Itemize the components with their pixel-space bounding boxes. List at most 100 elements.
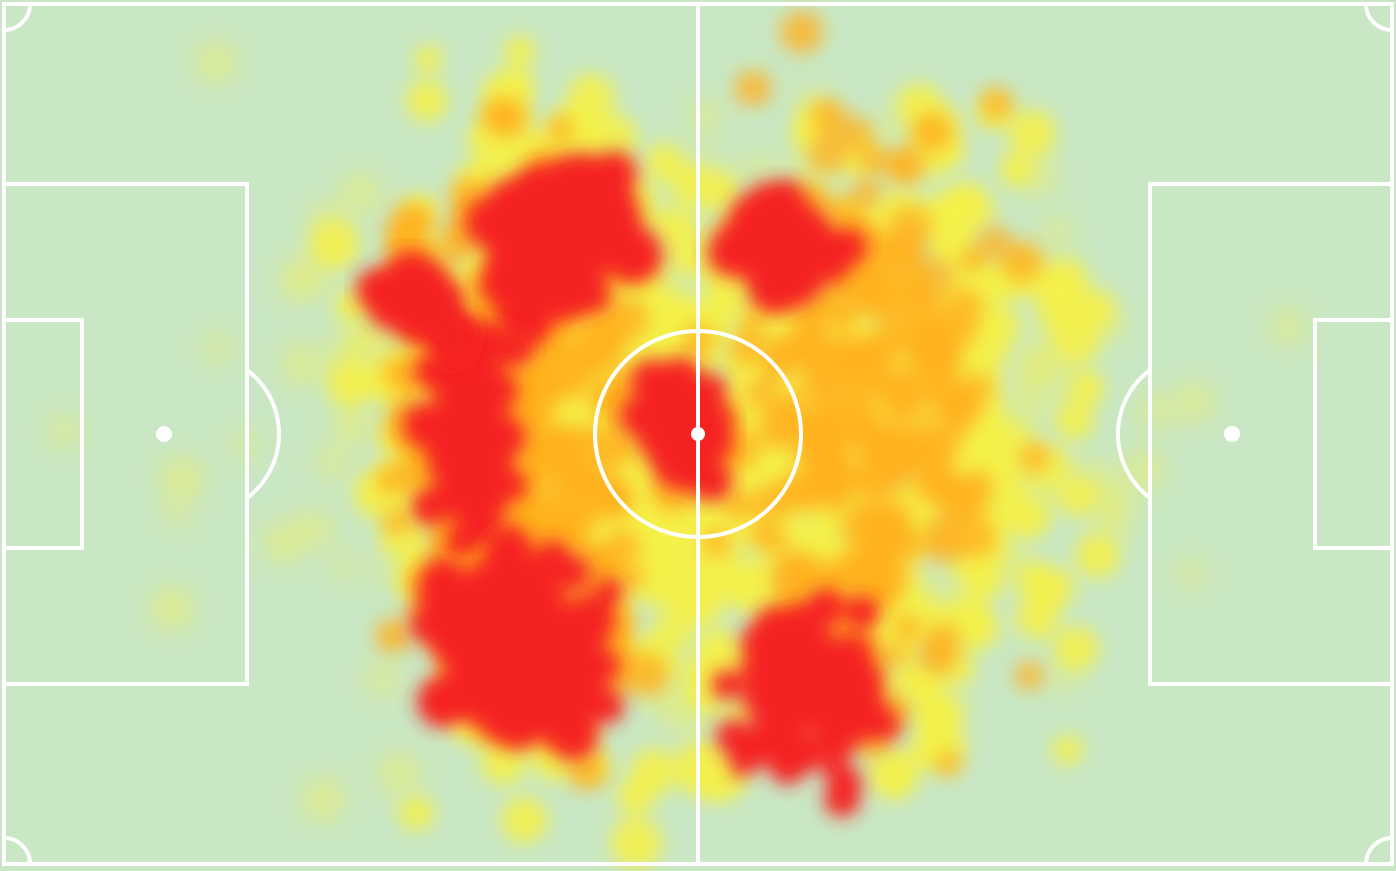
heat-blob (484, 526, 532, 574)
heat-blob (668, 231, 714, 277)
left-penalty-arc (245, 368, 281, 500)
heat-blob (1139, 396, 1170, 427)
heat-blob (697, 169, 740, 212)
heat-blob (743, 154, 772, 183)
left-penalty-spot (156, 426, 172, 442)
heat-blob (501, 797, 548, 843)
heat-blob (488, 660, 531, 703)
heat-blob (790, 473, 828, 511)
heat-blob (838, 116, 873, 151)
heat-blob (653, 555, 684, 586)
heat-blob (883, 644, 908, 669)
heat-blob (944, 288, 984, 328)
heat-blob (829, 305, 857, 333)
heat-cluster (356, 250, 476, 367)
heat-blob (852, 663, 886, 696)
heat-blob (481, 98, 516, 133)
heat-blob (384, 220, 416, 252)
heat-blob (464, 320, 510, 366)
heat-blob (317, 447, 348, 478)
heat-blob (1096, 512, 1125, 541)
heat-blob (885, 145, 925, 185)
heat-blob (711, 559, 755, 604)
heat-blob (953, 516, 996, 559)
heat-blob (480, 738, 527, 785)
heat-blob (555, 466, 582, 493)
heat-blob (480, 414, 526, 461)
heat-blob (843, 284, 872, 314)
heat-blob (487, 384, 513, 411)
right-penalty-spot (1224, 426, 1240, 442)
heat-blob (1054, 400, 1095, 441)
heat-blob (852, 178, 882, 208)
heat-blob (983, 307, 1021, 346)
heat-blob (413, 355, 446, 388)
heat-blob (1126, 451, 1162, 488)
heat-blob (439, 313, 476, 350)
heat-blob (1014, 366, 1047, 399)
heat-blob (645, 428, 673, 456)
heat-blob (870, 579, 900, 610)
heat-blob (197, 43, 236, 82)
heat-blob (978, 225, 1011, 259)
heat-blob (298, 511, 332, 545)
heat-blob (949, 318, 978, 347)
heat-blob (162, 458, 202, 498)
heat-blob (838, 334, 867, 363)
heat-blob (961, 372, 993, 405)
heat-blob (49, 416, 79, 446)
heat-blob (858, 332, 896, 370)
corner-arc-bottom-right (1364, 836, 1393, 865)
heat-blob (980, 87, 1013, 120)
heat-blob (761, 527, 788, 553)
heat-blob (414, 45, 443, 74)
heat-blob (547, 115, 574, 143)
heat-blob (917, 635, 959, 676)
heat-blob (791, 666, 823, 698)
heat-blob (752, 698, 790, 736)
heat-blob (835, 767, 863, 795)
heat-blob (696, 145, 717, 167)
heat-blob (600, 490, 630, 521)
heat-blob (912, 325, 956, 369)
heat-blob (845, 595, 880, 630)
heat-blob (417, 675, 469, 728)
heat-blob (610, 817, 663, 870)
heat-blob (336, 326, 372, 362)
corner-arc-top-left (3, 3, 32, 32)
heat-cluster (410, 524, 624, 760)
heat-blob (810, 98, 847, 135)
heat-blob (935, 750, 962, 777)
corner-arc-bottom-left (3, 836, 32, 865)
heat-blob (729, 332, 763, 367)
heat-blob (534, 335, 563, 363)
heat-blob (715, 719, 752, 756)
heat-blob (496, 68, 536, 108)
heat-blob (553, 152, 608, 207)
heat-blob (411, 491, 443, 523)
heat-layer (49, 10, 1304, 870)
heat-blob (522, 188, 557, 223)
heat-blob (166, 502, 190, 526)
heat-blob (502, 251, 548, 298)
heat-blob (375, 295, 411, 331)
heat-blob (406, 80, 448, 122)
heat-blob (1019, 442, 1050, 473)
heat-blob (432, 410, 478, 455)
heat-blob (855, 432, 882, 460)
heat-blob (859, 503, 894, 539)
heat-blob (382, 509, 409, 536)
heat-cluster (711, 588, 902, 817)
heat-blob (375, 618, 411, 654)
heat-blob (513, 624, 564, 675)
heat-blob (1052, 734, 1083, 765)
heat-blob (938, 188, 979, 229)
heat-blob (459, 591, 506, 637)
heat-blob (551, 279, 585, 313)
heat-cluster (402, 298, 535, 558)
heat-blob (598, 235, 627, 264)
heat-blob (745, 379, 776, 409)
heat-blob (303, 780, 343, 820)
heat-blob (334, 554, 358, 578)
